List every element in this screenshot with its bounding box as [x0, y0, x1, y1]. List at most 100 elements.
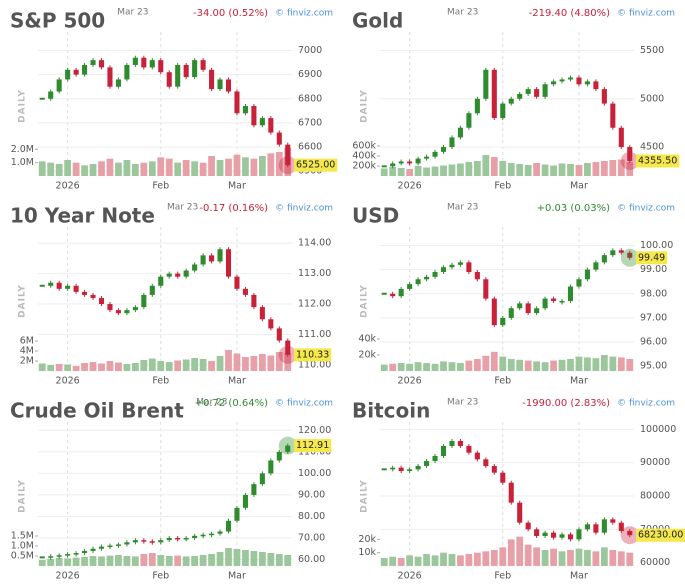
- candle: [474, 452, 480, 460]
- x-tick-label: Feb: [494, 571, 511, 582]
- volume-bar: [64, 364, 72, 371]
- last-price-label: 110.33: [296, 349, 329, 360]
- volume-bar: [567, 550, 574, 566]
- candle: [407, 469, 413, 471]
- candle: [65, 285, 71, 289]
- volume-bar: [267, 553, 275, 566]
- candle: [551, 298, 557, 301]
- volume-bar: [490, 550, 498, 566]
- y-tick-label: 98.00: [640, 288, 667, 299]
- axis-label: DAILY: [18, 284, 28, 318]
- candle: [251, 484, 257, 495]
- volume-bar: [131, 363, 139, 371]
- chart-panel: Gold Mar 23 -219.40 (4.80%) © finviz.com DAI…: [352, 8, 680, 192]
- volume-bar: [575, 356, 583, 371]
- volume-bar: [507, 539, 515, 566]
- volume-bar: [592, 551, 600, 566]
- volume-bar: [81, 165, 88, 176]
- chart-date: Mar 23: [167, 203, 198, 213]
- last-price-bg: [294, 158, 338, 172]
- volume-bar: [242, 157, 249, 176]
- volume-bar: [389, 167, 397, 176]
- last-highlight: [620, 526, 639, 545]
- volume-bar: [182, 359, 190, 371]
- volume-bar: [148, 161, 156, 176]
- candle: [192, 60, 198, 78]
- chart-panel: S&P 500 Mar 23 -34.00 (0.52%) © finviz.com D…: [10, 8, 338, 192]
- volume-bar: [397, 363, 405, 371]
- candle: [440, 267, 447, 273]
- volume-bar: [275, 554, 283, 566]
- volume-bar: [414, 556, 422, 566]
- candle: [407, 284, 413, 289]
- x-tick-label: Feb: [494, 181, 511, 192]
- volume-bar: [165, 556, 173, 566]
- candle: [200, 255, 206, 265]
- volume-bar: [524, 360, 532, 371]
- candle: [534, 89, 540, 97]
- volume-bar: [47, 559, 55, 566]
- candle: [474, 98, 480, 114]
- candle: [457, 262, 463, 265]
- volume-bar: [165, 158, 173, 176]
- volume-bar: [81, 557, 88, 566]
- candle: [259, 118, 265, 126]
- volume-bar: [182, 556, 190, 566]
- price-change: -1990.00 (2.83%): [522, 398, 610, 409]
- volume-bar: [106, 158, 114, 176]
- volume-bar: [609, 550, 617, 566]
- price-change: +0.03 (0.03%): [537, 203, 610, 214]
- candle: [141, 540, 147, 542]
- volume-bar: [123, 160, 131, 176]
- y-tick-label: 6700: [298, 117, 322, 128]
- candle: [107, 304, 113, 311]
- volume-bar: [482, 355, 490, 371]
- candle: [158, 540, 164, 543]
- volume-bar: [47, 162, 55, 176]
- candle: [115, 544, 121, 546]
- candle: [500, 103, 506, 119]
- volume-tick-label: 10k: [358, 547, 376, 558]
- y-tick-label: 90.00: [298, 489, 325, 500]
- volume-bar: [558, 551, 566, 566]
- volume-bar: [609, 160, 617, 176]
- candle: [627, 147, 633, 161]
- y-tick-label: 60000: [640, 557, 670, 568]
- volume-bar: [250, 158, 258, 176]
- chart-date: Mar 23: [447, 203, 478, 213]
- volume-bar: [157, 361, 165, 371]
- candle: [390, 467, 396, 470]
- y-tick-label: 111.00: [298, 329, 331, 340]
- volume-bar: [584, 163, 591, 176]
- volume-bar: [457, 163, 464, 176]
- volume-tick-label: 1.0M: [11, 157, 34, 168]
- volume-bar: [499, 356, 507, 371]
- candle: [225, 520, 232, 532]
- candle: [251, 294, 257, 308]
- volume-bar: [38, 161, 46, 176]
- candle: [449, 264, 455, 268]
- volume-bar: [225, 548, 232, 566]
- y-tick-label: 95.00: [640, 361, 667, 372]
- candle: [610, 250, 616, 256]
- candle: [166, 72, 172, 87]
- candle: [610, 519, 616, 523]
- y-tick-label: 114.00: [298, 238, 331, 249]
- candle: [534, 308, 540, 314]
- x-tick-label: Feb: [152, 376, 169, 387]
- candle: [90, 548, 96, 551]
- last-price-bg: [636, 154, 680, 168]
- volume-bar: [592, 358, 600, 371]
- volume-bar: [208, 156, 215, 176]
- volume-bar: [115, 555, 122, 566]
- candle: [115, 79, 121, 87]
- candle: [610, 103, 616, 128]
- candle: [593, 262, 599, 270]
- volume-bar: [208, 554, 215, 566]
- volume-bar: [541, 164, 549, 176]
- volume-bar: [106, 555, 114, 566]
- volume-bar: [123, 556, 131, 566]
- last-price-label: 6525.00: [296, 160, 335, 171]
- volume-bar: [626, 359, 634, 371]
- volume-bar: [558, 163, 566, 176]
